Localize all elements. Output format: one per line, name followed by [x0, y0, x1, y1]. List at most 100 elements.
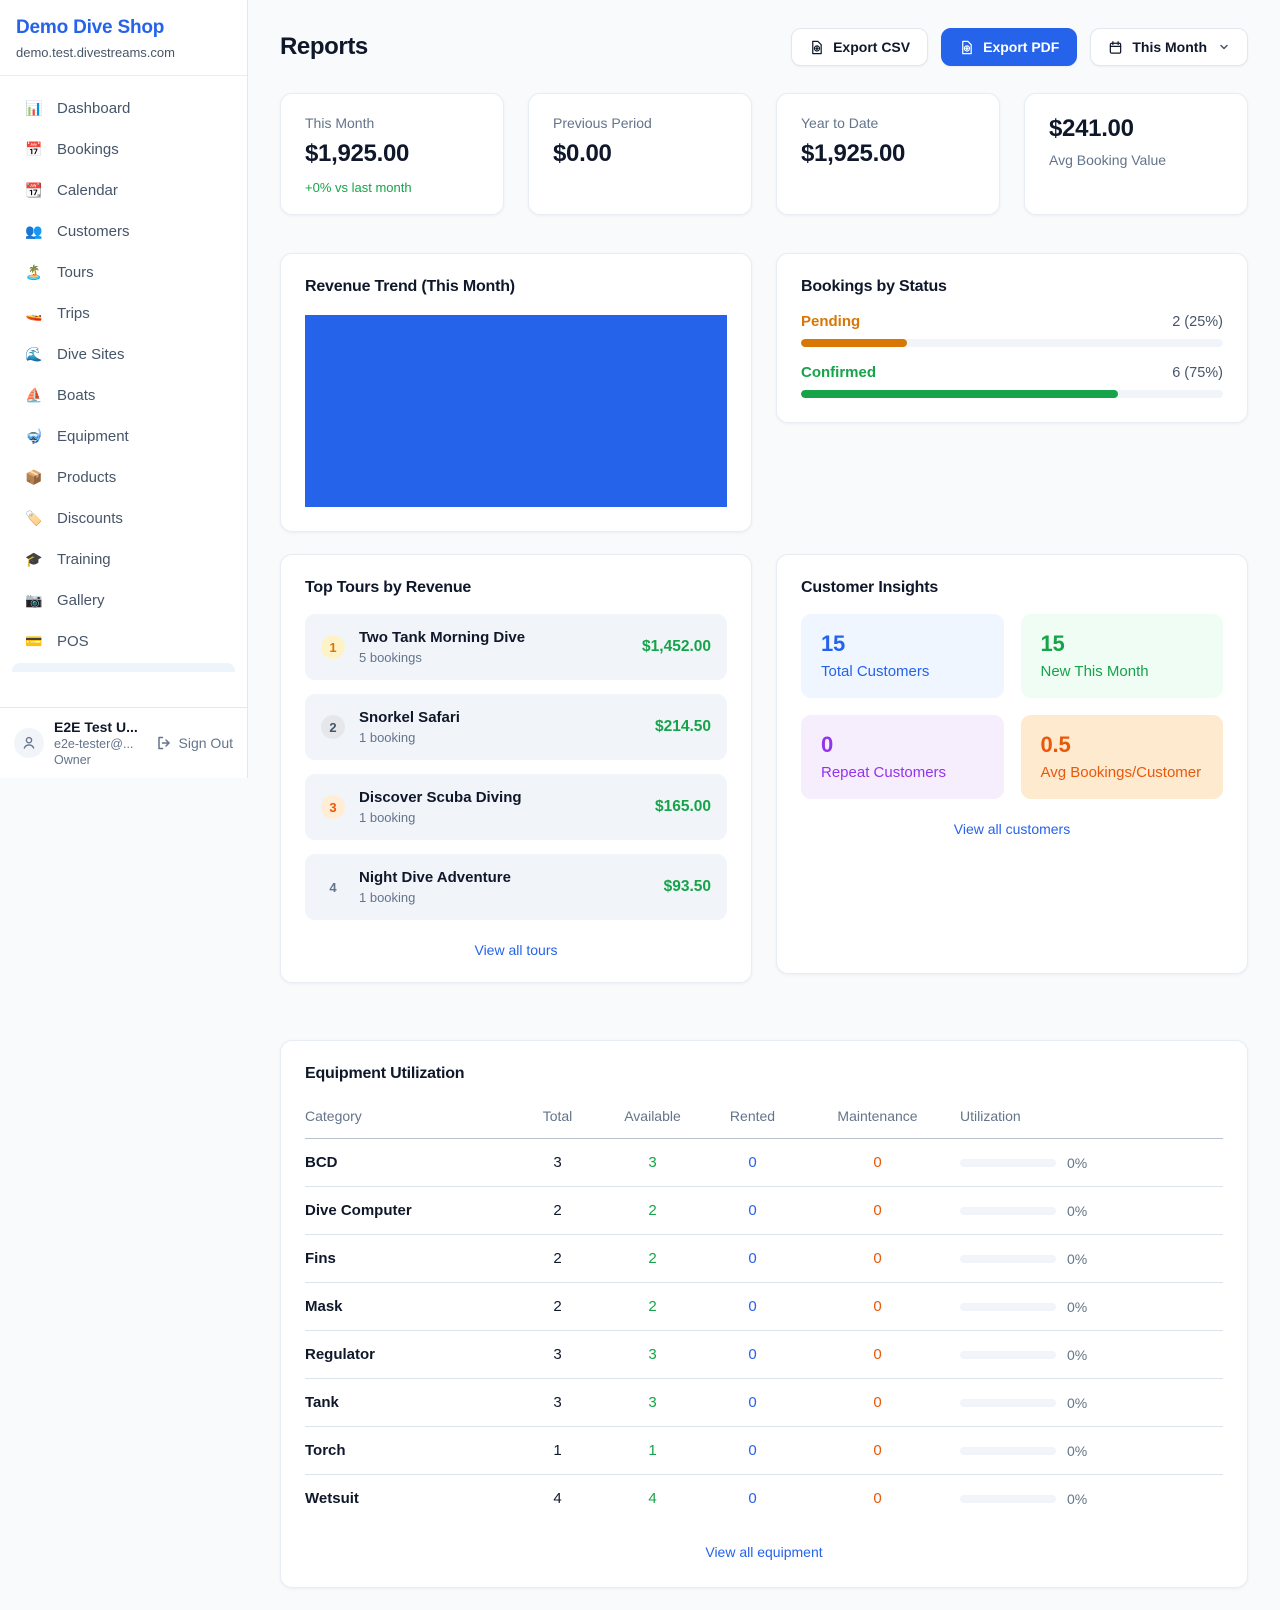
tile-label: Repeat Customers	[821, 764, 947, 781]
sidebar-item-label: Dive Sites	[57, 346, 125, 363]
sidebar-item-discounts[interactable]: 🏷️ Discounts	[12, 498, 235, 539]
chevron-down-icon	[1220, 44, 1228, 50]
sidebar: Demo Dive Shop demo.test.divestreams.com…	[0, 0, 248, 778]
equipment-utilization-title: Equipment Utilization	[305, 1065, 465, 1082]
cell-rented: 0	[748, 1490, 757, 1507]
main-content: Reports Export CSV Export PDF	[280, 0, 1248, 1588]
export-csv-button[interactable]: Export CSV	[791, 28, 929, 66]
sidebar-item-gallery[interactable]: 📷 Gallery	[12, 580, 235, 621]
insight-tiles: 15 Total Customers 15 New This Month 0 R…	[801, 614, 1223, 799]
rank-badge: 3	[321, 795, 345, 819]
file-download-icon	[812, 40, 822, 54]
sidebar-item-trips[interactable]: 🚤 Trips	[12, 293, 235, 334]
sidebar-item-label: POS	[57, 633, 89, 650]
wave-icon: 🌊	[25, 345, 43, 362]
sidebar-item-customers[interactable]: 👥 Customers	[12, 211, 235, 252]
sidebar-item-boats[interactable]: ⛵ Boats	[12, 375, 235, 416]
shop-name: Demo Dive Shop	[16, 17, 165, 38]
cell-category: BCD	[305, 1138, 520, 1187]
cell-maintenance: 0	[795, 1426, 960, 1475]
sidebar-item-equipment[interactable]: 🤿 Equipment	[12, 416, 235, 457]
user-email: e2e-tester@...	[54, 737, 134, 751]
status-bar-track	[801, 390, 1223, 398]
user-role: Owner	[54, 753, 91, 767]
cell-maintenance: 0	[795, 1138, 960, 1187]
status-bar-fill-confirmed	[801, 390, 1118, 398]
revenue-trend-bar	[305, 315, 727, 507]
calendar-icon: 📆	[25, 181, 43, 198]
sidebar-item-dashboard[interactable]: 📊 Dashboard	[12, 88, 235, 129]
page-title: Reports	[280, 33, 368, 60]
tile-new-this-month: 15 New This Month	[1020, 614, 1223, 698]
rank-badge: 1	[321, 635, 345, 659]
tile-value: 15	[821, 631, 846, 656]
sidebar-item-tours[interactable]: 🏝️ Tours	[12, 252, 235, 293]
utilization-percent: 0%	[1067, 1202, 1088, 1219]
sidebar-item-training[interactable]: 🎓 Training	[12, 539, 235, 580]
tour-row-2[interactable]: 2 Snorkel Safari 1 booking $214.50	[305, 694, 727, 760]
sidebar-item-bookings[interactable]: 📅 Bookings	[12, 129, 235, 170]
status-row-confirmed: Confirmed 6 (75%)	[801, 364, 1223, 398]
dive-mask-icon: 🤿	[25, 427, 43, 444]
credit-card-icon: 💳	[25, 632, 43, 649]
cell-maintenance: 0	[873, 1490, 882, 1507]
tour-amount: $214.50	[654, 718, 711, 735]
export-pdf-label: Export PDF	[983, 39, 1060, 55]
equipment-table: Category Total Available Rented Maintena…	[305, 1108, 1223, 1522]
sidebar-item-products[interactable]: 📦 Products	[12, 457, 235, 498]
status-bar-fill-pending	[801, 339, 907, 347]
cell-available: 1	[595, 1426, 710, 1475]
tour-row-3[interactable]: 3 Discover Scuba Diving 1 booking $165.0…	[305, 774, 727, 840]
sidebar-item-dive-sites[interactable]: 🌊 Dive Sites	[12, 334, 235, 375]
period-dropdown[interactable]: This Month	[1090, 28, 1248, 66]
cell-category: Regulator	[305, 1330, 520, 1379]
stat-card-this-month: This Month $1,925.00 +0% vs last month	[280, 93, 504, 215]
sidebar-item-label: Discounts	[57, 510, 123, 527]
col-header-rented: Rented	[710, 1108, 795, 1139]
export-pdf-button[interactable]: Export PDF	[941, 28, 1078, 66]
view-all-equipment-link[interactable]: View all equipment	[705, 1544, 823, 1560]
tour-name: Night Dive Adventure	[359, 869, 511, 886]
period-label: This Month	[1132, 39, 1207, 55]
sidebar-item-label: Trips	[57, 305, 90, 322]
utilization-bar-track	[960, 1158, 1056, 1167]
status-label-confirmed: Confirmed	[801, 364, 876, 381]
bookings-by-status-card: Bookings by Status Pending 2 (25%) Confi…	[776, 253, 1248, 423]
utilization-percent: 0%	[1067, 1394, 1088, 1411]
tour-row-4[interactable]: 4 Night Dive Adventure 1 booking $93.50	[305, 854, 727, 920]
graduation-cap-icon: 🎓	[25, 550, 43, 567]
cell-maintenance: 0	[795, 1234, 960, 1283]
stat-label: Avg Booking Value	[1049, 152, 1167, 168]
tile-label: New This Month	[1040, 663, 1149, 680]
logout-icon	[157, 736, 170, 750]
tour-name: Two Tank Morning Dive	[359, 629, 526, 646]
sidebar-item-calendar[interactable]: 📆 Calendar	[12, 170, 235, 211]
cell-category: Dive Computer	[305, 1186, 520, 1235]
stat-value: $1,925.00	[801, 140, 906, 167]
utilization-percent: 0%	[1067, 1250, 1088, 1267]
person-icon	[23, 736, 35, 749]
tour-row-1[interactable]: 1 Two Tank Morning Dive 5 bookings $1,45…	[305, 614, 727, 680]
sidebar-item-label: Equipment	[57, 428, 129, 445]
tour-bookings: 1 booking	[359, 810, 416, 825]
cell-rented: 0	[710, 1234, 795, 1283]
stat-card-avg-booking-value: $241.00 Avg Booking Value	[1024, 93, 1248, 215]
insights-row: Top Tours by Revenue 1 Two Tank Morning …	[280, 554, 1248, 983]
tour-name: Discover Scuba Diving	[359, 789, 522, 806]
view-all-customers-link[interactable]: View all customers	[953, 821, 1071, 837]
tile-value: 0	[821, 732, 834, 757]
cell-total: 3	[520, 1378, 595, 1427]
sign-out-button[interactable]: Sign Out	[156, 735, 233, 751]
utilization-bar-track	[960, 1206, 1056, 1215]
rank-badge: 4	[329, 879, 337, 895]
cell-total: 4	[553, 1490, 562, 1507]
stat-value: $241.00	[1049, 115, 1134, 142]
sidebar-item-pos[interactable]: 💳 POS	[12, 621, 235, 662]
cell-available: 3	[595, 1378, 710, 1427]
sailboat-icon: ⛵	[25, 386, 43, 403]
cell-rented: 0	[710, 1282, 795, 1331]
sidebar-item-reports-partial[interactable]	[12, 663, 235, 672]
cell-category: Fins	[305, 1234, 520, 1283]
camera-icon: 📷	[25, 591, 43, 608]
view-all-tours-link[interactable]: View all tours	[474, 942, 558, 958]
